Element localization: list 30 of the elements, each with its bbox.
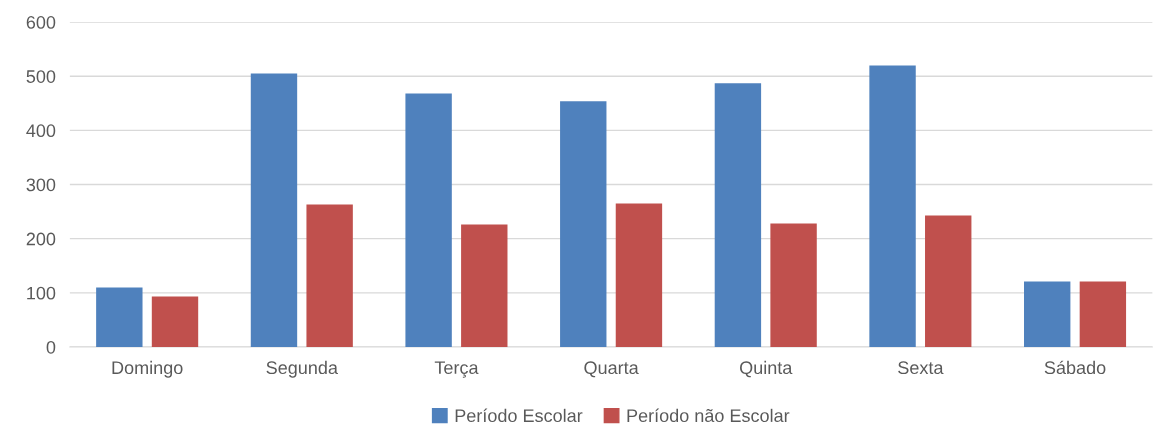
bar <box>714 83 762 347</box>
x-tick-label: Segunda <box>266 360 338 378</box>
x-tick-label: Domingo <box>112 360 183 378</box>
x-tick-label: Terça <box>434 361 479 378</box>
bar <box>560 101 607 347</box>
legend-label: Período Escolar <box>455 408 583 423</box>
bar <box>1079 281 1127 347</box>
legend-label: Período não Escolar <box>627 408 790 423</box>
bar <box>869 65 916 347</box>
x-tick-label: Quinta <box>740 360 793 378</box>
y-tick-label: 400 <box>26 124 56 138</box>
y-tick-label: 200 <box>26 232 56 246</box>
y-tick-label: 100 <box>27 286 56 300</box>
x-tick-label: Sexta <box>898 361 944 375</box>
y-tick-label: 300 <box>26 178 56 192</box>
bar <box>306 204 353 347</box>
y-tick-label: 600 <box>26 16 56 29</box>
bar <box>250 73 298 347</box>
bar <box>151 296 199 347</box>
bar <box>770 223 817 347</box>
y-tick-label: 0 <box>46 340 56 354</box>
x-tick-label: Quarta <box>584 361 639 378</box>
bar <box>405 93 452 347</box>
bar <box>96 287 143 347</box>
bar <box>1024 281 1071 347</box>
x-tick-label: Sábado <box>1044 360 1106 375</box>
bar <box>615 203 663 347</box>
bar <box>925 215 972 347</box>
bar <box>461 224 508 347</box>
y-tick-label: 500 <box>26 70 56 83</box>
